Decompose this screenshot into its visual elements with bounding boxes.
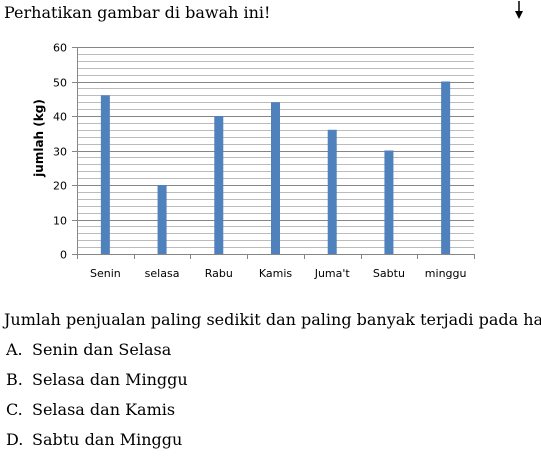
- option-text: Selasa dan Kamis: [32, 400, 176, 419]
- y-tick-label: 0: [60, 249, 67, 262]
- option-text: Sabtu dan Minggu: [32, 430, 183, 449]
- option-b[interactable]: B. Selasa dan Minggu: [6, 370, 188, 400]
- x-tick-label: selasa: [145, 267, 180, 280]
- answer-options: A. Senin dan Selasa B. Selasa dan Minggu C…: [6, 340, 188, 460]
- x-tick-label: Rabu: [205, 267, 233, 280]
- x-tick-label: Kamis: [259, 267, 293, 280]
- x-tick-labels: Senin selasa Rabu Kamis Juma't Sabtu minggu: [90, 267, 467, 280]
- y-tick-labels: 0 10 20 30 40 50 60: [53, 42, 67, 262]
- y-axis-label: jumlah (kg): [32, 99, 46, 178]
- bar: [327, 129, 337, 254]
- y-tick-label: 30: [53, 146, 67, 159]
- option-letter: D.: [6, 430, 24, 449]
- option-letter: B.: [6, 370, 23, 389]
- option-letter: C.: [6, 400, 23, 419]
- x-tick-label: Juma't: [314, 267, 351, 280]
- axes: [72, 47, 475, 259]
- y-tick-label: 40: [53, 111, 67, 124]
- x-tick-label: Senin: [90, 267, 121, 280]
- option-a[interactable]: A. Senin dan Selasa: [6, 340, 188, 370]
- bar-chart: 0 10 20 30 40 50 60 Senin selasa Rabu Kamis Juma't…: [32, 42, 475, 280]
- x-tick-label: Sabtu: [373, 267, 405, 280]
- option-c[interactable]: C. Selasa dan Kamis: [6, 400, 188, 430]
- bar: [214, 116, 224, 254]
- bar: [157, 185, 167, 254]
- bar: [100, 95, 110, 254]
- y-tick-label: 60: [53, 42, 67, 55]
- y-tick-label: 50: [53, 77, 67, 90]
- arrow-down-icon: [515, 1, 523, 19]
- question-text: Jumlah penjualan paling sedikit dan pali…: [4, 310, 541, 329]
- bar: [441, 81, 451, 254]
- bar: [271, 102, 280, 254]
- option-text: Senin dan Selasa: [32, 340, 172, 359]
- option-d[interactable]: D. Sabtu dan Minggu: [6, 430, 188, 460]
- y-tick-label: 20: [53, 180, 67, 193]
- instruction-text: Perhatikan gambar di bawah ini!: [4, 3, 271, 22]
- bar: [384, 150, 394, 254]
- x-tick-label: minggu: [425, 267, 467, 280]
- bars: [100, 81, 451, 254]
- option-text: Selasa dan Minggu: [32, 370, 188, 389]
- option-letter: A.: [6, 340, 23, 359]
- y-tick-label: 10: [53, 215, 67, 228]
